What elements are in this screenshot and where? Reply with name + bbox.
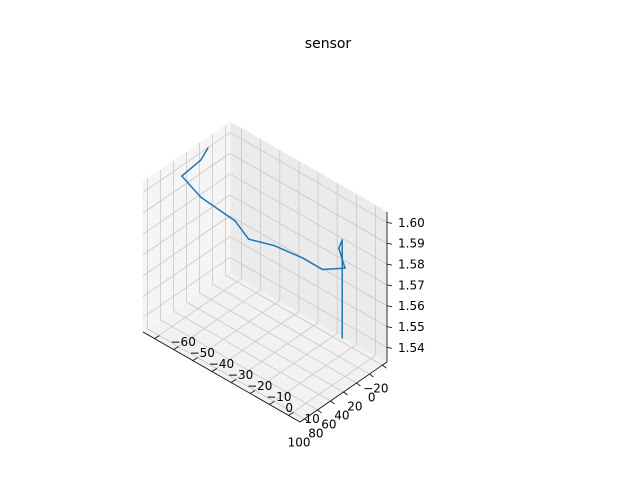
x-gridline	[199, 292, 357, 384]
z-gridline	[142, 194, 231, 256]
z-tick-label: 1.60	[398, 216, 425, 230]
x-tick-label: −20	[363, 382, 388, 396]
y-tick	[192, 357, 198, 361]
series-point	[302, 257, 304, 260]
y-tick	[230, 379, 237, 383]
y-tick	[154, 335, 160, 339]
y-tick-label: 10	[305, 412, 320, 426]
z-gridline	[229, 173, 388, 265]
z-tick	[386, 222, 393, 224]
y-tick	[211, 368, 218, 372]
x-tick-label: 100	[288, 435, 311, 449]
x-tick-label: 60	[321, 418, 336, 432]
z-gridline	[229, 132, 388, 223]
y-tick-label: −50	[190, 346, 215, 360]
series-point	[199, 196, 202, 198]
z-tick	[386, 242, 393, 245]
series-point	[199, 159, 202, 161]
y-gridline	[211, 311, 300, 372]
z-tick	[386, 347, 393, 349]
z-gridline	[229, 152, 388, 244]
series-point	[247, 238, 250, 240]
y-gridline	[154, 278, 242, 339]
z-tick	[386, 326, 393, 328]
series-point	[207, 147, 209, 149]
y-tick-label: −10	[266, 390, 291, 404]
z-tick-label: 1.54	[398, 341, 425, 355]
series-point	[341, 337, 344, 339]
y-tick-label: −20	[247, 379, 272, 393]
y-tick-label: −30	[228, 368, 253, 382]
x-gridline	[186, 301, 344, 393]
z-gridline	[142, 236, 231, 297]
axes-grid	[142, 125, 388, 420]
z-tick-label: 1.59	[398, 237, 425, 251]
series-point	[273, 244, 276, 247]
x-tick	[356, 382, 361, 387]
z-tick	[386, 284, 393, 287]
x-tick-label: 80	[308, 426, 323, 440]
series-point	[344, 267, 346, 269]
x-tick	[304, 418, 309, 423]
chart-title: sensor	[305, 36, 352, 52]
y-gridline	[269, 344, 357, 405]
y-gridline	[230, 322, 319, 383]
axes-ticks: −20020406080100−60−50−40−30−20−100101.54…	[154, 216, 425, 449]
y-axis-line	[142, 331, 301, 423]
series-point	[181, 175, 183, 177]
x-tick	[343, 391, 348, 396]
x-gridline	[212, 283, 370, 375]
z-tick-label: 1.56	[398, 299, 425, 313]
z-tick-label: 1.58	[398, 258, 425, 272]
y-gridline	[249, 333, 338, 394]
y-tick-label: 0	[285, 401, 293, 415]
z-tick-label: 1.55	[398, 320, 425, 334]
x-gridline	[160, 319, 318, 411]
y-tick	[288, 412, 294, 416]
x-gridline	[147, 328, 305, 420]
x-tick	[369, 373, 374, 378]
z-gridline	[142, 257, 231, 318]
series-point	[321, 268, 324, 271]
series-point	[338, 247, 340, 249]
x-gridline	[225, 274, 383, 366]
x-tick-label: 20	[347, 400, 362, 414]
x-tick	[330, 400, 335, 405]
z-gridline	[142, 215, 231, 277]
y-tick-label: −40	[209, 357, 234, 371]
plot-series	[181, 147, 346, 339]
y-tick	[250, 390, 256, 394]
series-point	[234, 220, 236, 222]
y-gridline	[288, 355, 376, 416]
z-gridline	[142, 173, 231, 235]
z-tick-label: 1.57	[398, 278, 425, 292]
z-tick	[386, 305, 393, 308]
z-tick	[386, 263, 393, 266]
z-gridline	[229, 236, 388, 327]
series-point	[341, 239, 344, 241]
x-tick-label: 0	[368, 391, 376, 405]
z-gridline	[229, 194, 388, 286]
x-tick	[317, 409, 322, 414]
y-gridline	[192, 300, 281, 361]
x-gridline	[173, 310, 331, 402]
y-tick	[269, 401, 275, 405]
y-gridline	[173, 289, 261, 350]
x-tick-label: 40	[334, 409, 349, 423]
x-tick	[382, 364, 387, 369]
z-gridline	[142, 132, 231, 193]
y-tick	[173, 346, 179, 350]
y-tick-label: −60	[171, 335, 196, 349]
z-gridline	[142, 152, 231, 214]
z-gridline	[229, 257, 388, 348]
